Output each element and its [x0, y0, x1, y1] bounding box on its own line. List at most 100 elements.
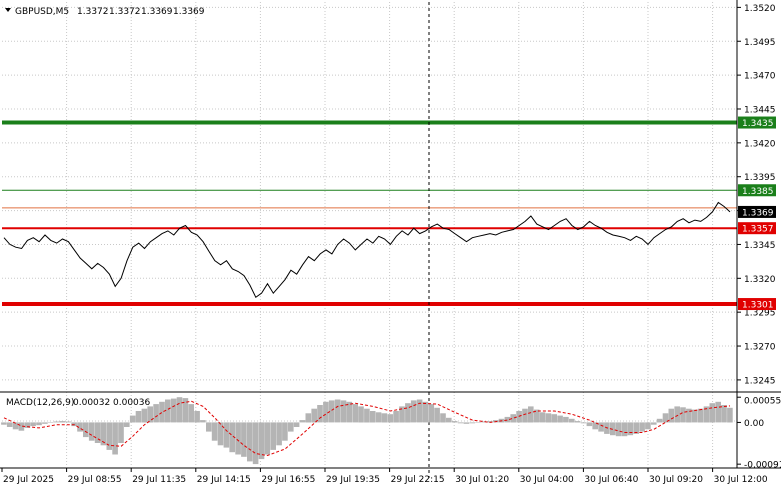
- price-tick-label: 1.3420: [744, 139, 776, 149]
- macd-histogram-bar: [580, 422, 587, 424]
- macd-histogram: [1, 397, 733, 465]
- macd-histogram-bar: [727, 407, 733, 423]
- macd-histogram-bar: [340, 400, 347, 423]
- macd-histogram-bar: [416, 399, 423, 423]
- macd-panel[interactable]: MACD(12,26,9) 0.00032 0.00036 0.000550.0…: [1, 392, 781, 471]
- macd-histogram-bar: [346, 401, 353, 423]
- macd-histogram-bar: [697, 408, 704, 423]
- macd-histogram-bar: [211, 422, 218, 441]
- macd-histogram-bar: [288, 422, 294, 432]
- open-value: 1.3372: [77, 7, 109, 17]
- macd-histogram-bar: [182, 398, 189, 423]
- time-tick-label: 29 Jul 22:15: [391, 475, 445, 485]
- time-tick-label: 30 Jul 04:00: [520, 475, 574, 485]
- macd-histogram-bar: [42, 422, 48, 424]
- macd-histogram-bar: [358, 406, 364, 423]
- price-tick-label: 1.3395: [744, 173, 776, 183]
- macd-histogram-bar: [475, 422, 481, 423]
- macd-histogram-bar: [1, 422, 7, 425]
- macd-histogram-bar: [551, 414, 557, 423]
- macd-histogram-bar: [533, 409, 540, 423]
- macd-histogram-bar: [399, 406, 405, 423]
- macd-histogram-bar: [434, 407, 440, 423]
- macd-histogram-bar: [328, 400, 335, 423]
- macd-histogram-bar: [88, 422, 95, 441]
- macd-histogram-bar: [36, 422, 42, 426]
- macd-histogram-bar: [241, 422, 247, 457]
- macd-histogram-bar: [586, 422, 593, 427]
- macd-histogram-bar: [569, 418, 575, 423]
- macd-histogram-bar: [334, 399, 341, 423]
- macd-axis-ticks: 0.00055 0.00 -0.00091: [737, 397, 781, 471]
- macd-histogram-bar: [691, 409, 698, 423]
- macd-histogram-bar: [206, 422, 212, 432]
- level-tag-label: 1.3385: [742, 187, 774, 197]
- time-tick-label: 29 Jul 08:55: [68, 475, 122, 485]
- macd-histogram-bar: [522, 408, 528, 423]
- macd-histogram-bar: [229, 422, 235, 453]
- symbol-label: GBPUSD,M5: [15, 7, 69, 17]
- macd-signal-value: 0.00036: [113, 398, 150, 408]
- macd-histogram-bar: [440, 413, 446, 423]
- macd-signal-line: [3, 400, 731, 457]
- dropdown-triangle-icon[interactable]: [5, 8, 11, 12]
- time-tick-label: 30 Jul 06:40: [584, 475, 638, 485]
- macd-histogram-bar: [504, 416, 511, 423]
- price-axis: 1.3520 1.3495 1.3470 1.3445 1.3420 1.3395 1.33…: [736, 0, 776, 392]
- price-tick-label: 1.3470: [744, 72, 776, 82]
- macd-histogram-bar: [18, 422, 25, 431]
- level-tag-box: [738, 298, 776, 311]
- price-tick-label: 1.3270: [744, 343, 776, 353]
- macd-histogram-bar: [487, 421, 493, 423]
- macd-histogram-bar: [305, 413, 312, 423]
- macd-histogram-bar: [264, 422, 271, 455]
- macd-histogram-bar: [352, 404, 358, 423]
- macd-histogram-bar: [317, 405, 323, 423]
- current-price-tag-box: [738, 205, 776, 218]
- macd-histogram-bar: [83, 422, 89, 438]
- high-value: 1.3372: [109, 7, 141, 17]
- macd-histogram-bar: [422, 401, 429, 423]
- macd-histogram-bar: [364, 408, 370, 423]
- macd-histogram-bar: [381, 413, 388, 423]
- macd-histogram-bar: [170, 398, 177, 423]
- macd-histogram-bar: [129, 415, 136, 423]
- macd-histogram-bar: [188, 404, 194, 423]
- macd-histogram-bar: [662, 413, 669, 423]
- macd-histogram-bar: [247, 422, 253, 462]
- macd-histogram-bar: [481, 421, 487, 423]
- macd-histogram-bar: [112, 422, 118, 455]
- macd-histogram-bar: [200, 420, 206, 423]
- macd-histogram-bar: [393, 411, 399, 423]
- macd-histogram-bar: [405, 403, 411, 423]
- macd-histogram-bar: [457, 422, 464, 424]
- macd-histogram-bar: [446, 417, 452, 423]
- macd-histogram-bar: [621, 422, 628, 437]
- macd-histogram-bar: [387, 414, 394, 423]
- macd-histogram-bar: [159, 401, 165, 423]
- price-tick-label: 1.3445: [744, 105, 776, 115]
- macd-histogram-bar: [516, 411, 522, 423]
- time-tick-label: 29 Jul 11:35: [132, 475, 186, 485]
- macd-histogram-bar: [709, 403, 716, 423]
- macd-histogram-bar: [47, 422, 54, 423]
- macd-histogram-bar: [59, 421, 66, 423]
- macd-histogram-bar: [53, 421, 60, 423]
- macd-histogram-bar: [24, 422, 31, 428]
- macd-histogram-bar: [528, 406, 534, 423]
- macd-histogram-bar: [557, 415, 563, 423]
- macd-histogram-bar: [217, 422, 224, 446]
- macd-histogram-bar: [545, 413, 552, 423]
- macd-histogram-bar: [293, 422, 300, 427]
- time-axis: 29 Jul 2025 29 Jul 08:55 29 Jul 11:35 29 Ju…: [1, 468, 768, 485]
- macd-histogram-bar: [118, 422, 124, 443]
- macd-histogram-bar: [77, 422, 83, 432]
- macd-legend: MACD(12,26,9) 0.00032 0.00036: [6, 398, 150, 408]
- macd-histogram-bar: [639, 422, 645, 432]
- price-panel[interactable]: [2, 2, 737, 478]
- macd-histogram-bar: [651, 422, 657, 425]
- macd-histogram-bar: [30, 422, 36, 427]
- macd-tick-label: -0.00091: [744, 461, 781, 471]
- macd-histogram-bar: [106, 422, 113, 450]
